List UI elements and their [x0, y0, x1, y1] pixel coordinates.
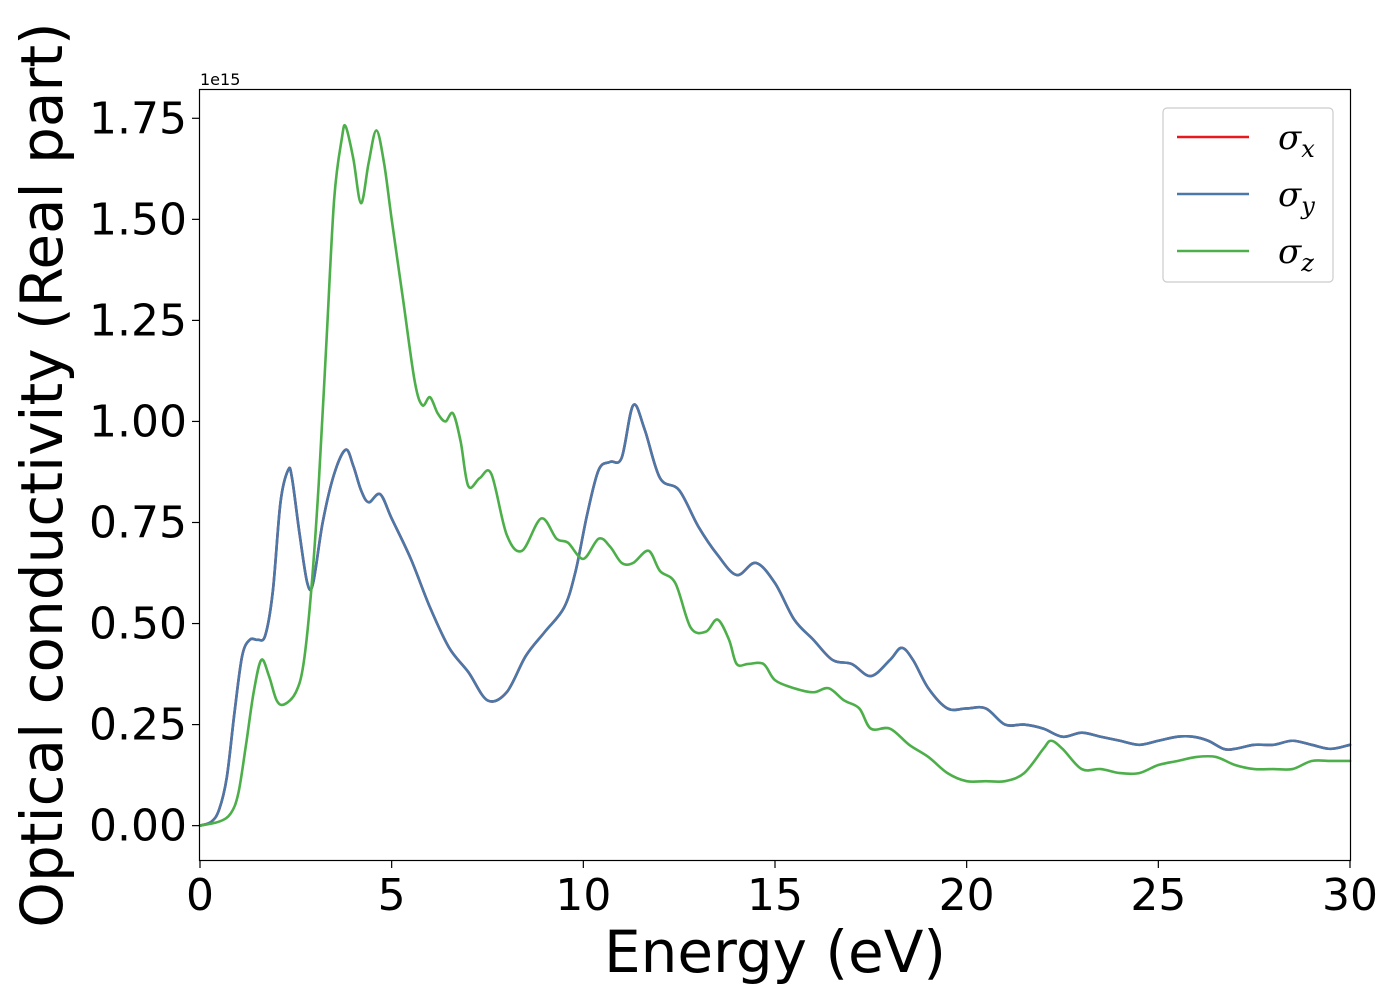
x-axis-ticks: 0 5 10 15 20 25 30	[186, 860, 1378, 921]
y-tick-label: 1.75	[89, 93, 187, 144]
x-tick-label: 20	[939, 870, 995, 921]
x-tick-label: 30	[1322, 870, 1378, 921]
x-tick-label: 5	[378, 870, 406, 921]
x-tick-label: 0	[186, 870, 214, 921]
series-layer	[198, 123, 1352, 827]
y-tick-label: 0.75	[89, 497, 187, 548]
y-tick-label: 0.00	[89, 801, 187, 852]
x-tick-label: 10	[555, 870, 611, 921]
y-axis-ticks: 0.00 0.25 0.50 0.75 1.00 1.25 1.50 1.75	[89, 93, 200, 852]
x-tick-label: 15	[747, 870, 803, 921]
series-line-sigma-y	[198, 403, 1352, 827]
x-axis-label: Energy (eV)	[604, 918, 946, 986]
y-axis-offset-text: 1e15	[200, 70, 240, 89]
y-tick-label: 1.50	[89, 194, 187, 245]
y-tick-label: 1.00	[89, 396, 187, 447]
y-axis-label: Optical conductivity (Real part)	[8, 22, 76, 927]
y-tick-label: 0.25	[89, 700, 187, 751]
series-line-sigma-z	[198, 123, 1352, 827]
y-tick-label: 0.50	[89, 599, 187, 650]
x-tick-label: 25	[1130, 870, 1186, 921]
y-tick-label: 1.25	[89, 295, 187, 346]
series-line-sigma-x	[198, 403, 1352, 827]
